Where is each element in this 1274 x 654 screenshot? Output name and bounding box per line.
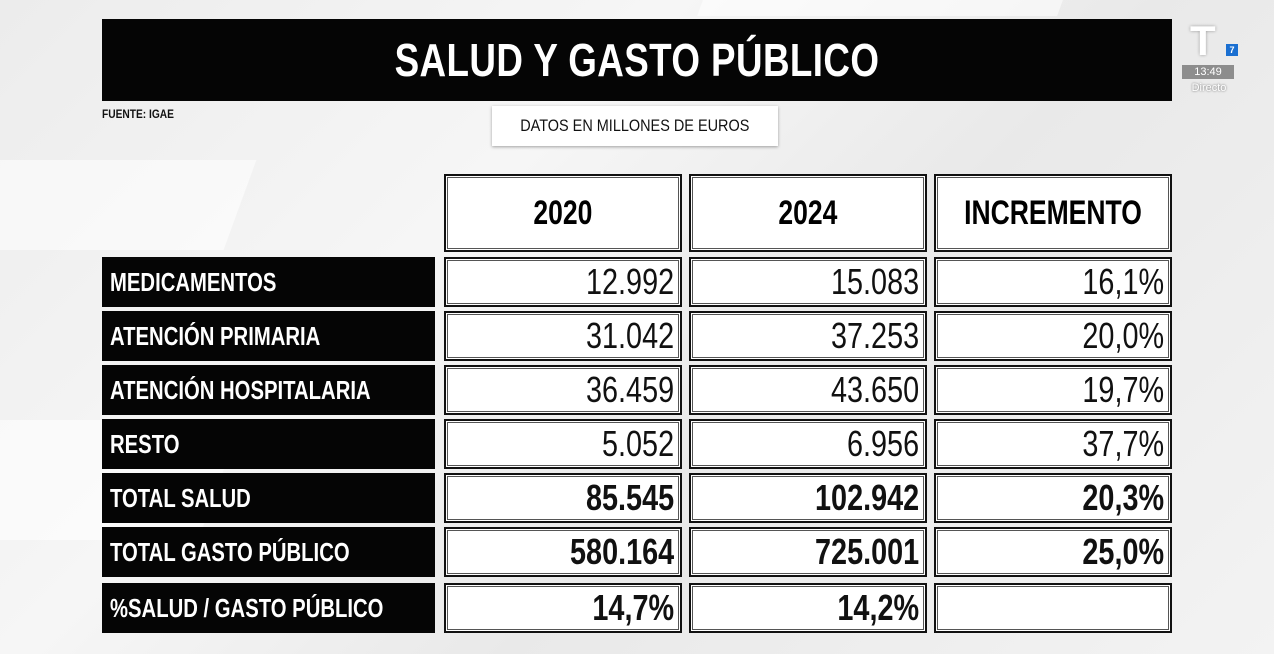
cell-value: 580.164 xyxy=(569,531,674,572)
background-shape xyxy=(697,0,1063,16)
row-label-text: %SALUD / GASTO PÚBLICO xyxy=(110,592,384,623)
cell-value: 31.042 xyxy=(585,315,674,356)
clock-time: 13:49 xyxy=(1182,65,1234,79)
cell-value: 25,0% xyxy=(1082,531,1164,572)
cell-value: 85.545 xyxy=(585,477,674,518)
table-cell: 14,7% xyxy=(444,583,682,633)
table-cell: 85.545 xyxy=(444,473,682,523)
column-header-increment: INCREMENTO xyxy=(934,174,1172,252)
row-label-atencion-hospitalaria: ATENCIÓN HOSPITALARIA xyxy=(102,365,435,415)
channel-badge: 7 xyxy=(1226,44,1238,56)
cell-value: 19,7% xyxy=(1082,369,1164,410)
table-cell: 15.083 xyxy=(689,257,927,307)
table-cell: 725.001 xyxy=(689,527,927,577)
row-label-text: TOTAL GASTO PÚBLICO xyxy=(110,536,350,567)
live-status: Directo xyxy=(1191,82,1227,94)
source-label: FUENTE: IGAE xyxy=(102,107,174,121)
background-shape xyxy=(0,160,257,250)
table-cell: 37.253 xyxy=(689,311,927,361)
table-cell: 19,7% xyxy=(934,365,1172,415)
row-label-text: ATENCIÓN HOSPITALARIA xyxy=(110,374,371,405)
cell-value: 36.459 xyxy=(585,369,674,410)
cell-value: 43.650 xyxy=(830,369,919,410)
table-cell: 43.650 xyxy=(689,365,927,415)
column-header-2024: 2024 xyxy=(689,174,927,252)
cell-value: 5.052 xyxy=(601,423,674,464)
cell-value: 14,2% xyxy=(837,587,919,628)
table-cell: 102.942 xyxy=(689,473,927,523)
table-cell: 20,0% xyxy=(934,311,1172,361)
row-label-text: TOTAL SALUD xyxy=(110,482,251,513)
column-header-label: INCREMENTO xyxy=(964,193,1142,232)
cell-value: 37,7% xyxy=(1082,423,1164,464)
cell-value: 14,7% xyxy=(592,587,674,628)
row-label-text: RESTO xyxy=(110,428,180,459)
table-cell: 16,1% xyxy=(934,257,1172,307)
cell-value: 20,3% xyxy=(1082,477,1164,518)
table-cell: 5.052 xyxy=(444,419,682,469)
row-label-medicamentos: MEDICAMENTOS xyxy=(102,257,435,307)
table-cell: 14,2% xyxy=(689,583,927,633)
table-cell: 25,0% xyxy=(934,527,1172,577)
title-banner: SALUD Y GASTO PÚBLICO xyxy=(102,19,1172,101)
table-cell: 31.042 xyxy=(444,311,682,361)
row-label-total-gasto-publico: TOTAL GASTO PÚBLICO xyxy=(102,527,435,577)
cell-value: 6.956 xyxy=(846,423,919,464)
table-cell: 20,3% xyxy=(934,473,1172,523)
cell-value: 16,1% xyxy=(1082,261,1164,302)
table-cell: 36.459 xyxy=(444,365,682,415)
cell-value: 12.992 xyxy=(585,261,674,302)
cell-value: 102.942 xyxy=(814,477,919,518)
table-cell: 580.164 xyxy=(444,527,682,577)
units-label: DATOS EN MILLONES DE EUROS xyxy=(520,116,750,135)
table-cell: 12.992 xyxy=(444,257,682,307)
cell-value: 37.253 xyxy=(830,315,919,356)
row-label-atencion-primaria: ATENCIÓN PRIMARIA xyxy=(102,311,435,361)
units-box: DATOS EN MILLONES DE EUROS xyxy=(492,106,778,146)
cell-value: 20,0% xyxy=(1082,315,1164,356)
channel-logo: T 7 13:49 Directo xyxy=(1182,20,1242,100)
column-header-label: 2024 xyxy=(778,193,838,232)
table-cell xyxy=(934,583,1172,633)
cell-value: 15.083 xyxy=(830,261,919,302)
row-label-text: ATENCIÓN PRIMARIA xyxy=(110,320,321,351)
page-title: SALUD Y GASTO PÚBLICO xyxy=(394,34,880,86)
row-label-total-salud: TOTAL SALUD xyxy=(102,473,435,523)
column-header-2020: 2020 xyxy=(444,174,682,252)
column-header-label: 2020 xyxy=(533,193,593,232)
channel-logo-letter: T xyxy=(1190,17,1216,64)
table-cell: 6.956 xyxy=(689,419,927,469)
cell-value: 725.001 xyxy=(814,531,919,572)
table-cell: 37,7% xyxy=(934,419,1172,469)
row-label-pct-salud-gasto: %SALUD / GASTO PÚBLICO xyxy=(102,583,435,633)
row-label-resto: RESTO xyxy=(102,419,435,469)
row-label-text: MEDICAMENTOS xyxy=(110,266,277,297)
